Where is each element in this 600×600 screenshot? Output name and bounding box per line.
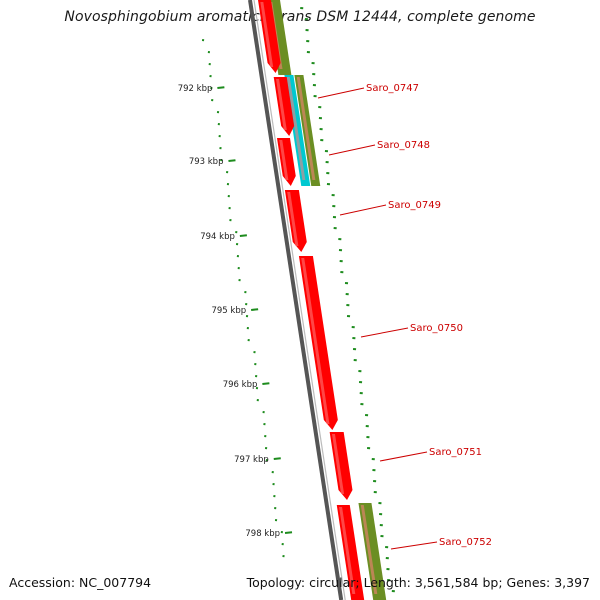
scale-tick-layer: 792 kbp 793 kbp 794 kbp 795 kbp 796 kbp 797 k…	[178, 84, 293, 539]
accession-text: Accession: NC_007794	[9, 575, 152, 590]
scale-tick-mark	[217, 86, 225, 89]
scale-tick-label: 796 kbp	[223, 380, 258, 390]
scale-tick-mark	[262, 382, 270, 385]
cds-block-highlight	[331, 434, 345, 494]
scale-tick-label: 792 kbp	[178, 84, 213, 94]
gene-label: Saro_0752	[439, 537, 492, 548]
gene-label: Saro_0749	[388, 200, 441, 211]
cds-block-highlight	[301, 258, 330, 424]
topology-summary: Topology: circularLength: 3,561,584 bpGe…	[247, 575, 590, 590]
gene-label: Saro_0748	[377, 140, 430, 151]
backbone-line-outer	[248, 0, 344, 600]
feature-layer	[258, 0, 387, 600]
gene-leader-line	[390, 541, 438, 550]
gene-label: Saro_0751	[429, 447, 482, 458]
gc-dot-layer	[201, 7, 395, 593]
cds-block-highlight	[260, 2, 274, 67]
genes-count-text: Genes: 3,397	[498, 575, 590, 590]
backbone-layer	[248, 0, 346, 600]
cds-block-highlight	[339, 507, 356, 594]
gene-leader-line	[379, 451, 428, 462]
olive-feature-block-highlight	[296, 77, 316, 180]
map-title: Novosphingobium aromaticivorans DSM 1244…	[64, 9, 536, 25]
cyan-feature-block-highlight	[286, 77, 306, 180]
scale-tick-mark	[239, 234, 247, 237]
gene-label-layer: Saro_0747 Saro_0748 Saro_0749 Saro_0750 Saro…	[317, 83, 492, 550]
scale-tick-label: 798 kbp	[245, 529, 280, 539]
cds-block	[298, 256, 338, 430]
gene-leader-line	[328, 144, 376, 156]
scale-tick-label: 794 kbp	[200, 232, 235, 242]
gene-leader-line	[317, 87, 365, 99]
scale-tick-label: 797 kbp	[234, 455, 269, 465]
scale-tick-mark	[228, 159, 236, 162]
cds-block-highlight	[287, 192, 299, 246]
backbone-line-inner	[253, 0, 346, 600]
scale-tick-mark	[273, 457, 281, 460]
scale-tick-label: 795 kbp	[211, 306, 246, 316]
olive-feature-block-highlight	[360, 505, 378, 594]
gene-label: Saro_0750	[410, 323, 463, 334]
scale-tick-mark	[251, 308, 259, 311]
length-text: Length: 3,561,584 bp	[355, 575, 498, 590]
cds-block-highlight	[279, 140, 289, 180]
cds-block-highlight	[276, 79, 287, 130]
scale-tick-label: 793 kbp	[189, 157, 224, 167]
scale-tick-mark	[284, 531, 293, 534]
gene-leader-line	[339, 204, 387, 216]
topology-text: Topology: circular	[246, 575, 356, 590]
gene-leader-line	[360, 327, 409, 338]
gene-label: Saro_0747	[366, 83, 419, 94]
